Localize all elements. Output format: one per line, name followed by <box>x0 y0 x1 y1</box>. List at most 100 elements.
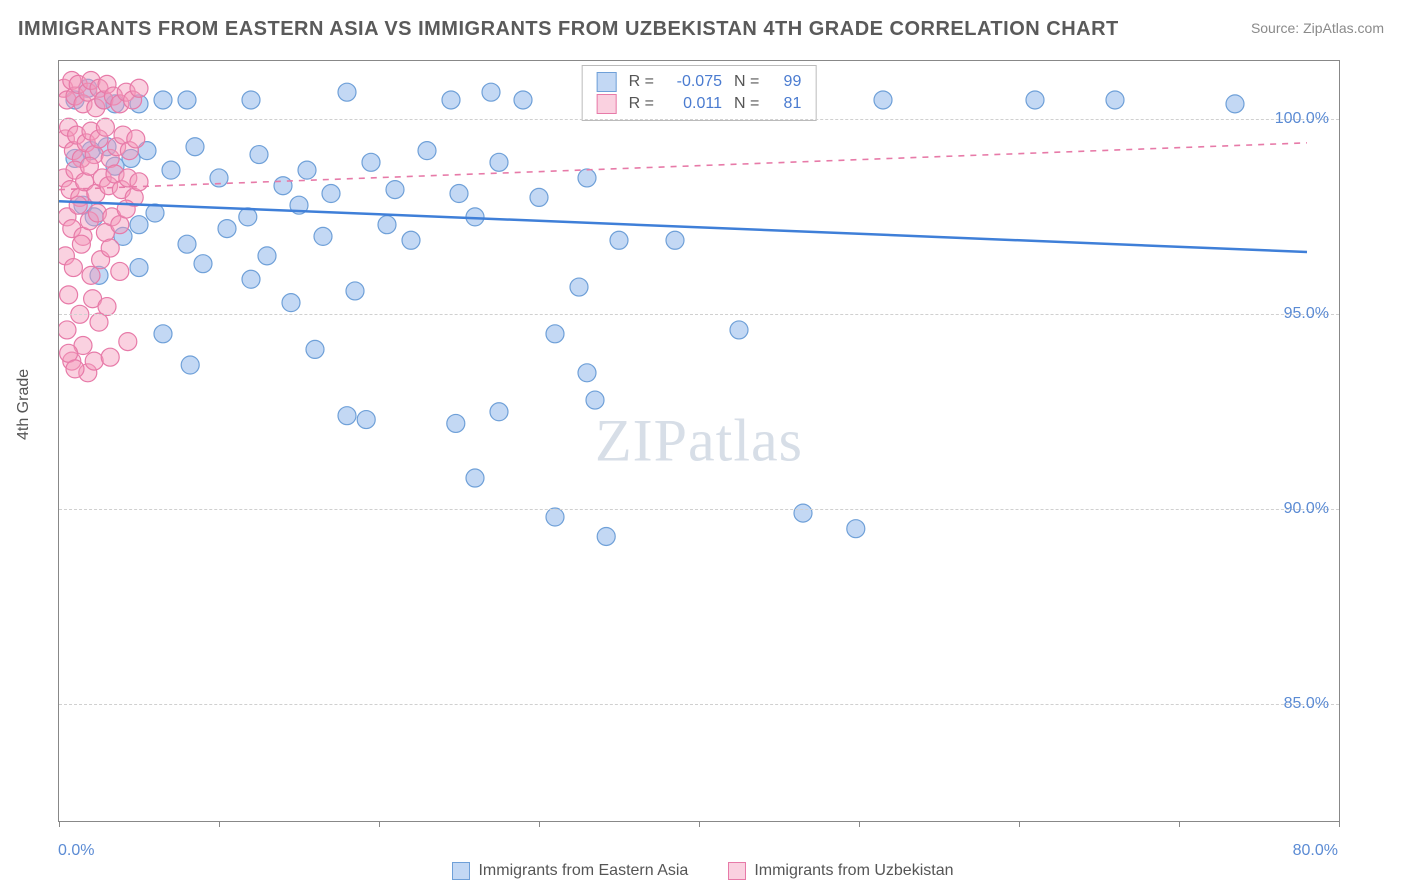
data-point <box>84 290 102 308</box>
data-point <box>106 157 124 175</box>
data-point <box>114 126 132 144</box>
x-tick-mark <box>1339 821 1340 827</box>
data-point <box>210 169 228 187</box>
x-tick-mark <box>539 821 540 827</box>
x-tick-mark <box>859 821 860 827</box>
data-point <box>66 149 84 167</box>
data-point <box>1106 91 1124 109</box>
data-point <box>63 220 81 238</box>
data-point <box>162 161 180 179</box>
data-point <box>874 91 892 109</box>
data-point <box>95 91 113 109</box>
data-point <box>1026 91 1044 109</box>
data-point <box>130 95 148 113</box>
x-tick-mark <box>699 821 700 827</box>
data-point <box>69 196 87 214</box>
data-point <box>82 71 100 89</box>
data-point <box>112 181 130 199</box>
data-point <box>59 79 73 97</box>
watermark: ZIPatlas <box>595 407 803 476</box>
x-axis-min-label: 0.0% <box>58 842 94 860</box>
data-point <box>103 208 121 226</box>
data-point <box>378 216 396 234</box>
data-point <box>59 169 73 187</box>
stat-r-label: R = <box>629 73 654 91</box>
data-point <box>242 270 260 288</box>
data-point <box>666 231 684 249</box>
data-point <box>402 231 420 249</box>
data-point <box>66 87 84 105</box>
data-point <box>82 122 100 140</box>
data-point <box>90 130 108 148</box>
data-point <box>66 161 84 179</box>
data-point <box>63 352 81 370</box>
data-point <box>117 200 135 218</box>
data-point <box>122 149 140 167</box>
data-point <box>357 411 375 429</box>
data-point <box>530 188 548 206</box>
stat-r-label: R = <box>629 95 654 113</box>
data-point <box>447 414 465 432</box>
data-point <box>61 181 79 199</box>
data-point <box>386 181 404 199</box>
source-label: Source: ZipAtlas.com <box>1251 20 1384 36</box>
data-point <box>64 259 82 277</box>
data-point <box>87 99 105 117</box>
data-point <box>127 130 145 148</box>
data-point <box>578 169 596 187</box>
data-point <box>120 142 138 160</box>
data-point <box>76 173 94 191</box>
data-point <box>482 83 500 101</box>
data-point <box>69 75 87 93</box>
gridline <box>59 704 1339 705</box>
data-point <box>338 83 356 101</box>
data-point <box>847 520 865 538</box>
data-point <box>146 204 164 222</box>
data-point <box>125 188 143 206</box>
data-point <box>72 235 90 253</box>
data-point <box>119 333 137 351</box>
data-point <box>74 227 92 245</box>
data-point <box>546 325 564 343</box>
data-point <box>59 130 74 148</box>
x-tick-mark <box>1179 821 1180 827</box>
data-point <box>250 146 268 164</box>
gridline <box>59 119 1339 120</box>
data-point <box>74 95 92 113</box>
data-point <box>71 188 89 206</box>
data-point <box>546 508 564 526</box>
data-point <box>59 208 76 226</box>
data-point <box>85 208 103 226</box>
x-tick-mark <box>1019 821 1020 827</box>
data-point <box>239 208 257 226</box>
stats-row: R =0.011N =81 <box>597 94 802 114</box>
data-point <box>95 91 113 109</box>
data-point <box>314 227 332 245</box>
data-point <box>450 185 468 203</box>
data-point <box>274 177 292 195</box>
chart-title: IMMIGRANTS FROM EASTERN ASIA VS IMMIGRAN… <box>18 18 1119 41</box>
data-point <box>59 247 74 265</box>
data-point <box>290 196 308 214</box>
data-point <box>242 91 260 109</box>
x-tick-mark <box>59 821 60 827</box>
series-swatch <box>597 72 617 92</box>
gridline <box>59 314 1339 315</box>
data-point <box>68 126 86 144</box>
legend-item: Immigrants from Eastern Asia <box>452 862 688 880</box>
data-point <box>85 146 103 164</box>
data-point <box>100 177 118 195</box>
data-point <box>130 216 148 234</box>
data-point <box>610 231 628 249</box>
x-tick-mark <box>379 821 380 827</box>
trend-line <box>59 143 1307 190</box>
data-point <box>101 149 119 167</box>
data-point <box>59 321 76 339</box>
data-point <box>124 91 142 109</box>
data-point <box>85 352 103 370</box>
data-point <box>418 142 436 160</box>
data-point <box>74 196 92 214</box>
data-point <box>130 173 148 191</box>
data-point <box>111 95 129 113</box>
data-point <box>63 71 81 89</box>
